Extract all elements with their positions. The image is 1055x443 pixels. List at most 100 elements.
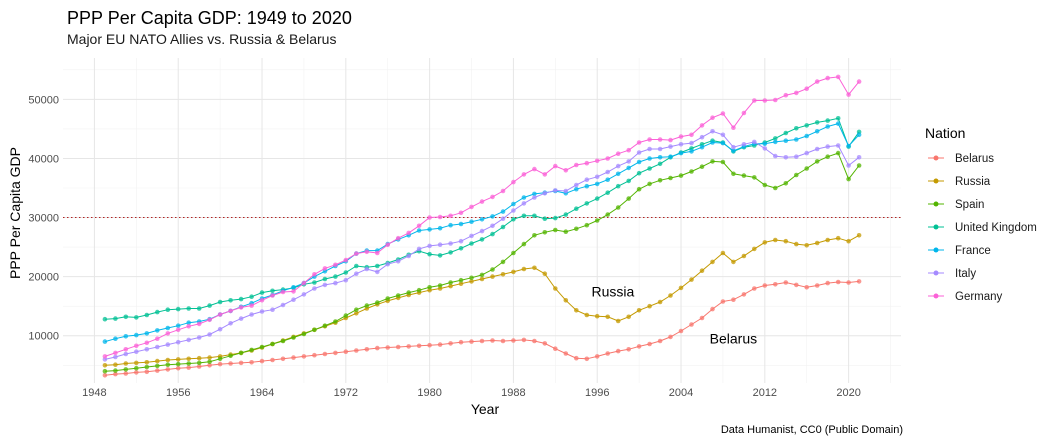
data-point-germany [574, 162, 579, 168]
data-point-belarus [605, 351, 610, 356]
data-point-russia [458, 281, 464, 287]
data-point-spain [668, 175, 673, 181]
data-point-russia [542, 271, 548, 277]
data-point-belarus [804, 285, 809, 290]
data-point-spain [175, 361, 181, 367]
data-point-russia [500, 272, 506, 277]
data-point-germany [563, 168, 569, 173]
data-point-spain [469, 275, 474, 281]
data-point-russia [794, 241, 799, 247]
data-point-germany [636, 140, 642, 145]
data-point-italy [144, 347, 150, 352]
data-point-france [102, 339, 108, 344]
series-group [102, 74, 862, 378]
data-point-italy [406, 253, 412, 259]
data-point-italy [532, 195, 537, 200]
x-tick-label: 2012 [753, 387, 777, 399]
data-point-russia [563, 298, 569, 303]
data-point-france [584, 183, 590, 189]
data-point-italy [521, 201, 527, 206]
data-point-spain [752, 175, 757, 180]
data-point-spain [155, 363, 160, 369]
data-point-russia [574, 308, 579, 313]
data-point-spain [301, 331, 307, 337]
data-point-united-kingdom [532, 213, 537, 219]
data-point-russia [626, 314, 631, 320]
data-point-belarus [657, 338, 663, 344]
data-point-united-kingdom [196, 306, 202, 311]
data-point-russia [762, 240, 768, 245]
data-point-germany [500, 188, 506, 194]
data-point-france [437, 225, 443, 231]
data-point-russia [783, 238, 789, 244]
data-point-italy [395, 259, 401, 264]
data-point-spain [165, 362, 171, 368]
data-point-belarus [155, 368, 160, 373]
data-point-germany [113, 350, 118, 356]
data-point-russia [354, 311, 359, 316]
x-axis-ticks: 1948 1956 1964 1972 1980 1988 1996 2004 2012 2020 [82, 387, 861, 399]
data-point-united-kingdom [794, 126, 799, 131]
series-line-italy [104, 130, 860, 360]
data-point-belarus [626, 347, 631, 352]
data-point-belarus [448, 341, 453, 346]
legend-label-germany: Germany [955, 291, 1003, 303]
data-point-spain [720, 159, 726, 165]
data-point-belarus [270, 357, 275, 363]
data-point-italy [364, 266, 370, 272]
data-point-spain [102, 368, 108, 374]
data-point-united-kingdom [259, 290, 265, 295]
data-point-united-kingdom [563, 212, 569, 217]
data-point-spain [123, 367, 129, 372]
data-point-france [814, 129, 820, 134]
data-point-spain [825, 154, 830, 159]
data-point-france [594, 181, 600, 187]
data-point-united-kingdom [249, 294, 254, 300]
data-point-germany [217, 312, 223, 317]
data-point-belarus [594, 354, 600, 359]
legend-label-russia: Russia [955, 176, 991, 188]
data-point-united-kingdom [354, 263, 359, 269]
data-point-spain [406, 290, 412, 295]
data-point-germany [741, 110, 747, 116]
data-point-italy [333, 280, 338, 286]
data-point-spain [322, 323, 328, 329]
data-point-belarus [678, 328, 684, 334]
legend-label-belarus: Belarus [955, 153, 994, 165]
data-point-russia [594, 313, 600, 319]
data-point-belarus [752, 286, 757, 291]
data-point-united-kingdom [427, 251, 432, 257]
data-point-belarus [542, 341, 548, 346]
data-point-italy [354, 271, 359, 277]
data-point-germany [322, 266, 328, 271]
data-point-united-kingdom [574, 206, 579, 211]
data-point-belarus [280, 356, 286, 362]
data-point-italy [322, 282, 328, 288]
data-point-germany [312, 272, 317, 277]
data-point-germany [228, 308, 233, 314]
data-point-germany [102, 354, 108, 359]
data-point-spain [343, 313, 349, 318]
data-point-russia [657, 299, 663, 305]
data-point-spain [186, 361, 191, 366]
data-point-france [710, 140, 715, 145]
annotations: Russia Belarus [592, 283, 758, 346]
data-point-belarus [312, 352, 317, 358]
data-point-italy [814, 146, 820, 152]
data-point-germany [657, 137, 663, 142]
data-point-belarus [856, 279, 862, 284]
data-point-spain [217, 356, 223, 362]
data-point-italy [385, 261, 391, 267]
data-point-united-kingdom [553, 215, 558, 221]
data-point-germany [280, 289, 286, 295]
data-point-united-kingdom [835, 116, 841, 121]
data-point-russia [175, 357, 181, 362]
data-point-belarus [437, 342, 443, 347]
data-point-spain [594, 218, 600, 223]
data-point-italy [238, 316, 244, 321]
data-point-belarus [521, 337, 527, 343]
data-point-united-kingdom [804, 123, 809, 128]
data-point-france [291, 285, 296, 290]
data-point-germany [270, 293, 275, 298]
data-point-russia [636, 308, 642, 313]
